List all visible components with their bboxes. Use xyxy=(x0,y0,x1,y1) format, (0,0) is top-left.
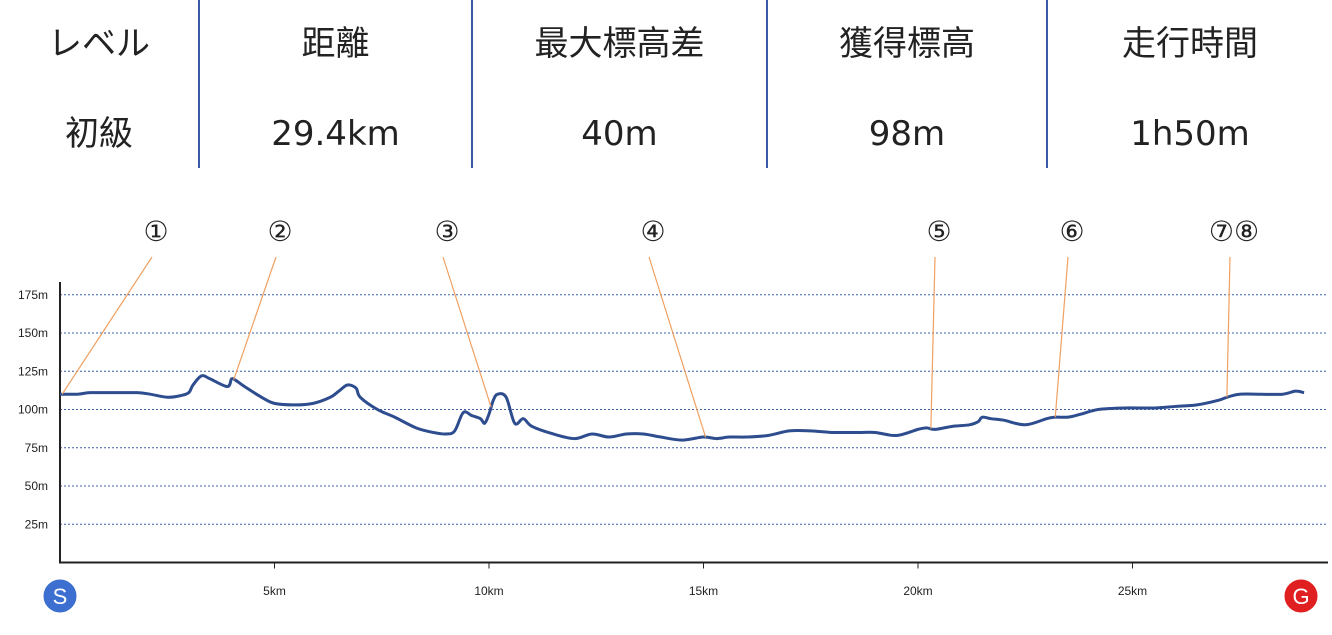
stat-divider xyxy=(1046,0,1048,168)
waypoint-leader-line xyxy=(930,256,936,429)
x-tick-label: 20km xyxy=(903,584,932,598)
stat-ride-time-label: 走行時間 xyxy=(1122,24,1258,64)
stat-distance: 距離 29.4km xyxy=(200,0,471,170)
waypoint-label: ② xyxy=(267,215,292,248)
stat-ride-time: 走行時間 1h50m xyxy=(1048,0,1332,170)
y-tick-label: 175m xyxy=(18,288,48,302)
goal-badge xyxy=(1283,578,1319,614)
waypoint-label: ④ xyxy=(640,215,665,248)
stat-divider xyxy=(198,0,200,168)
y-tick-label: 75m xyxy=(25,441,48,455)
waypoint-leader-line xyxy=(442,256,492,408)
waypoint-leader-line xyxy=(61,256,153,395)
y-tick-label: 50m xyxy=(25,479,48,493)
stat-ride-time-value: 1h50m xyxy=(1130,114,1250,154)
stat-elev-gain-label: 獲得標高 xyxy=(839,24,975,64)
stat-level-label: レベル xyxy=(48,24,150,64)
stat-divider xyxy=(766,0,768,168)
stat-elev-gain-value: 98m xyxy=(868,114,946,154)
waypoint-label: ⑥ xyxy=(1059,215,1084,248)
stat-distance-label: 距離 xyxy=(301,24,370,64)
stat-max-elev-diff: 最大標高差 40m xyxy=(473,0,766,170)
x-tick-label: 10km xyxy=(474,584,503,598)
y-tick-label: 125m xyxy=(18,364,48,378)
y-tick-label: 150m xyxy=(18,326,48,340)
y-tick-label: 100m xyxy=(18,403,48,417)
waypoint-label: ③ xyxy=(434,215,459,248)
waypoint-label: ⑦⑧ xyxy=(1209,215,1259,248)
x-tick-label: 5km xyxy=(263,584,286,598)
elevation-line xyxy=(59,374,1305,442)
goal-badge-label: G xyxy=(1292,584,1309,609)
stat-level-value: 初級 xyxy=(65,114,133,154)
y-tick-label: 25m xyxy=(25,517,48,531)
waypoint-leader-line xyxy=(1226,256,1231,398)
waypoint-label: ① xyxy=(143,215,168,248)
stat-level: レベル 初級 xyxy=(0,0,198,170)
stat-elev-gain: 獲得標高 98m xyxy=(768,0,1046,170)
elevation-chart: 25m 50m 75m 100m 125m 150m 175m 5km 10km 15km 20km… xyxy=(18,215,1328,614)
waypoint-label: ⑤ xyxy=(926,215,951,248)
x-tick-label: 25km xyxy=(1118,584,1147,598)
start-badge-label: S xyxy=(53,584,68,609)
waypoint-leader-line xyxy=(648,256,707,438)
start-badge xyxy=(42,578,78,614)
waypoint-leader-line xyxy=(233,256,277,380)
waypoint-leader-line xyxy=(1054,256,1069,418)
x-tick-label: 15km xyxy=(689,584,718,598)
stat-max-elev-diff-label: 最大標高差 xyxy=(534,24,705,64)
stat-distance-value: 29.4km xyxy=(271,114,400,154)
stat-max-elev-diff-value: 40m xyxy=(581,114,658,154)
stat-divider xyxy=(471,0,473,168)
stats-table: レベル 初級 距離 29.4km 最大標高差 40m 獲得標高 98m 走行時間… xyxy=(0,0,1332,170)
